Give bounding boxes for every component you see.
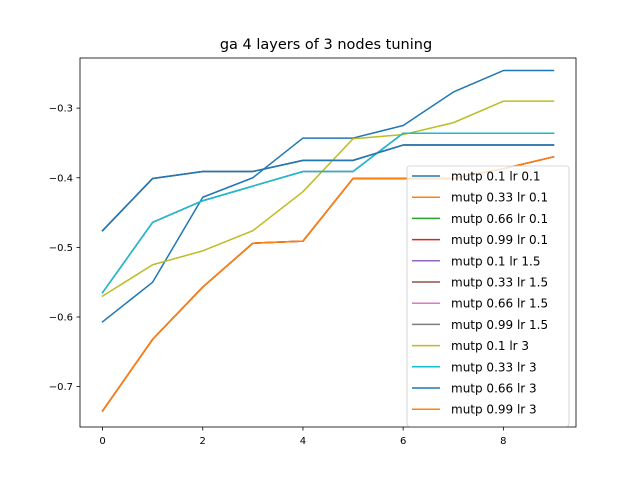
series-layer [101, 69, 555, 413]
legend-label-4: mutp 0.99 lr 0.1 [451, 233, 548, 247]
legend-label-11: mutp 0.66 lr 3 [451, 382, 537, 396]
legend-label-1: mutp 0.1 lr 0.1 [451, 170, 541, 184]
y-tick-label: −0.4 [49, 173, 73, 184]
x-tick-label: 0 [99, 436, 105, 447]
legend-box [406, 165, 570, 427]
legend-label-5: mutp 0.1 lr 1.5 [451, 254, 541, 268]
y-tick-label: −0.5 [49, 243, 73, 254]
series-line-1 [101, 69, 555, 323]
axes-layer: 0 2 4 6 8 −0.7 −0.6 −0.5 −0.4 −0.3 [49, 57, 577, 447]
legend-label-2: mutp 0.33 lr 0.1 [451, 191, 548, 205]
series-line-11 [101, 144, 555, 232]
x-tick-label: 4 [300, 436, 306, 447]
series-line-10 [101, 132, 555, 294]
legend-label-12: mutp 0.99 lr 3 [451, 403, 537, 417]
legend-label-3: mutp 0.66 lr 0.1 [451, 212, 548, 226]
y-tick-label: −0.3 [49, 104, 73, 115]
x-tick-label: 2 [200, 436, 206, 447]
legend-label-10: mutp 0.33 lr 3 [451, 360, 537, 374]
axes-frame [79, 57, 577, 428]
legend-label-7: mutp 0.66 lr 1.5 [451, 297, 548, 311]
legend: mutp 0.1 lr 0.1 mutp 0.33 lr 0.1 mutp 0.66… [406, 165, 570, 427]
legend-label-6: mutp 0.33 lr 1.5 [451, 276, 548, 290]
legend-label-9: mutp 0.1 lr 3 [451, 339, 529, 353]
x-tick-label: 8 [500, 436, 506, 447]
x-tick-label: 6 [400, 436, 406, 447]
y-tick-label: −0.7 [49, 382, 73, 393]
series-line-9 [101, 100, 555, 298]
y-tick-label: −0.6 [49, 313, 73, 324]
legend-label-8: mutp 0.99 lr 1.5 [451, 318, 548, 332]
chart-title: ga 4 layers of 3 nodes tuning [220, 37, 432, 53]
